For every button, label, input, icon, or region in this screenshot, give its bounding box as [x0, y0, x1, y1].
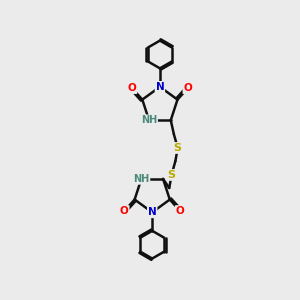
Text: O: O — [128, 83, 136, 93]
Text: NH: NH — [133, 174, 149, 184]
Text: NH: NH — [141, 115, 157, 125]
Text: N: N — [155, 82, 164, 92]
Text: O: O — [176, 206, 184, 216]
Text: N: N — [148, 207, 157, 217]
Text: O: O — [183, 83, 192, 93]
Text: S: S — [167, 170, 175, 180]
Text: S: S — [174, 143, 182, 153]
Text: O: O — [120, 206, 129, 216]
